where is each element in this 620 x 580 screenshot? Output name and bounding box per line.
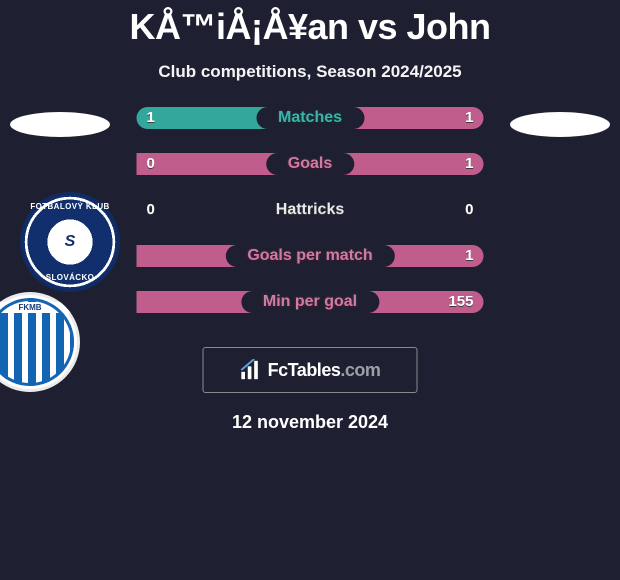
stat-row: 155 Min per goal <box>137 291 484 313</box>
stat-value-left: 1 <box>147 107 155 129</box>
crest-left-bottom-text: SLOVÁCKO <box>20 273 120 282</box>
stat-label: Goals <box>266 153 354 175</box>
stat-label: Goals per match <box>225 245 394 267</box>
stat-row: 0 0 Hattricks <box>137 199 484 221</box>
stat-value-left: 0 <box>147 199 155 221</box>
stat-value-right: 0 <box>465 199 473 221</box>
stat-value-right: 1 <box>465 245 473 267</box>
player-photo-left <box>10 112 110 137</box>
stat-row: 0 1 Goals <box>137 153 484 175</box>
stat-value-right: 155 <box>448 291 473 313</box>
page-title: KÅ™iÅ¡Å¥an vs John <box>129 6 490 48</box>
stat-bars: 1 1 Matches 0 1 Goals 0 0 Hattricks 1 Goals per ma… <box>137 107 484 337</box>
stat-label: Hattricks <box>254 199 366 221</box>
stat-row: 1 1 Matches <box>137 107 484 129</box>
stat-value-right: 1 <box>465 107 473 129</box>
fctables-badge: FcTables.com <box>203 347 418 393</box>
crest-left-center-letter: S <box>65 233 76 251</box>
stat-row: 1 Goals per match <box>137 245 484 267</box>
stat-label: Min per goal <box>241 291 379 313</box>
club-crest-left: FOTBALOVÝ KLUB S SLOVÁCKO <box>20 192 120 292</box>
fctables-tail: .com <box>340 360 380 380</box>
player-photo-right <box>510 112 610 137</box>
stat-value-left: 0 <box>147 153 155 175</box>
date-line: 12 november 2024 <box>0 412 620 433</box>
fctables-text: FcTables.com <box>268 360 381 381</box>
fctables-brand: FcTables <box>268 360 341 380</box>
main-area: FOTBALOVÝ KLUB S SLOVÁCKO FKMB 11Matches… <box>0 122 620 322</box>
crest-left-top-text: FOTBALOVÝ KLUB <box>20 202 120 211</box>
club-crest-right: FKMB <box>0 292 80 392</box>
subtitle: Club competitions, Season 2024/2025 <box>158 62 461 82</box>
crest-left-center-icon: S <box>55 227 85 257</box>
crest-right-top-text: FKMB <box>0 302 80 313</box>
fctables-logo-icon <box>240 359 262 381</box>
stat-value-right: 1 <box>465 153 473 175</box>
stat-label: Matches <box>256 107 364 129</box>
